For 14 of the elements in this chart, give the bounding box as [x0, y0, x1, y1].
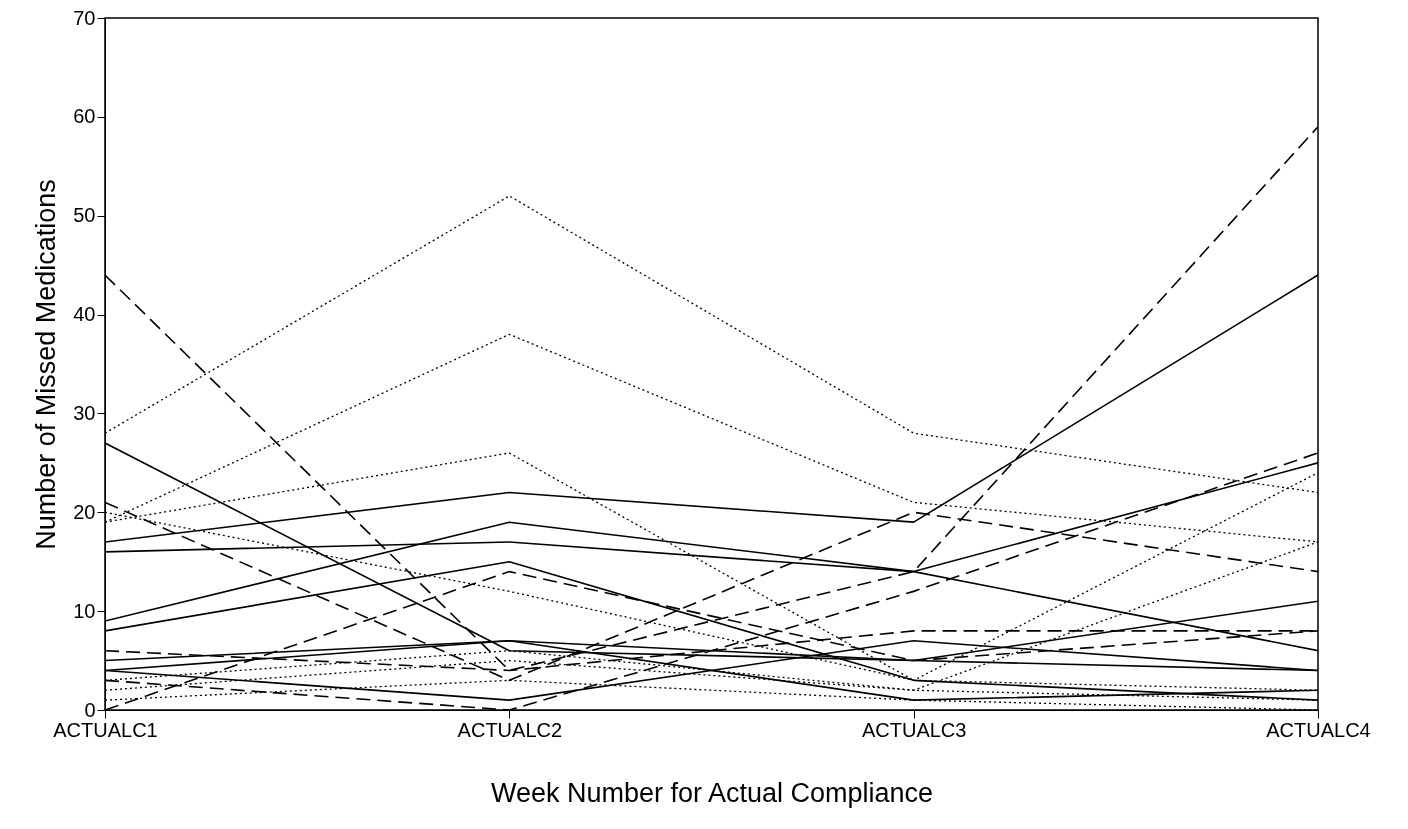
y-tick-label: 40 [73, 303, 96, 326]
y-tick-label: 30 [73, 401, 96, 424]
y-tick-label: 50 [73, 204, 96, 227]
y-tick-label: 70 [73, 6, 96, 29]
x-tick-label: ACTUALC4 [1266, 718, 1371, 741]
y-tick-label: 0 [84, 698, 96, 721]
x-tick-label: ACTUALC2 [457, 718, 563, 741]
y-axis-title: Number of Missed Medications [31, 179, 62, 550]
y-tick-label: 60 [73, 105, 96, 128]
y-tick-label: 20 [73, 500, 96, 523]
x-tick-label: ACTUALC1 [53, 718, 158, 741]
x-tick-label: ACTUALC3 [861, 718, 967, 741]
x-axis-title: Week Number for Actual Compliance [490, 777, 934, 808]
y-tick-label: 10 [73, 599, 96, 622]
